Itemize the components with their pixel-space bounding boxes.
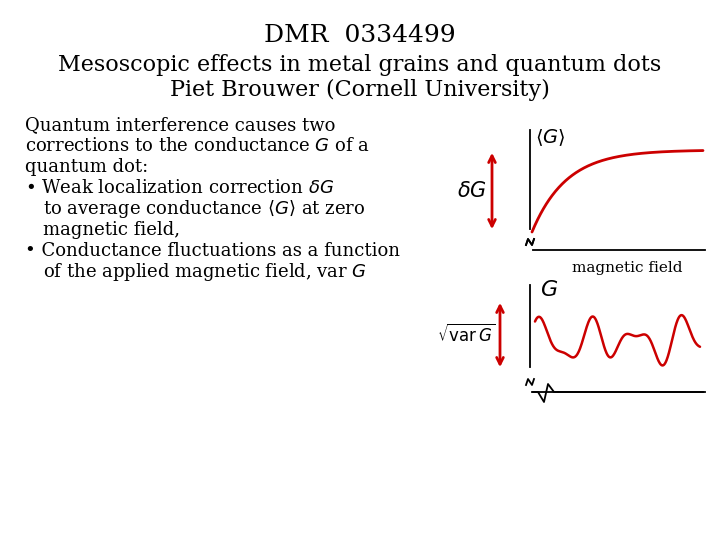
Text: to average conductance $\langle G \rangle$ at zero: to average conductance $\langle G \rangl… — [43, 198, 365, 220]
Text: magnetic field: magnetic field — [572, 261, 683, 275]
Text: corrections to the conductance $G$ of a: corrections to the conductance $G$ of a — [25, 137, 370, 155]
Text: $\langle G \rangle$: $\langle G \rangle$ — [535, 127, 566, 149]
Text: $G$: $G$ — [540, 279, 558, 301]
Text: of the applied magnetic field, var $G$: of the applied magnetic field, var $G$ — [43, 261, 367, 283]
Text: $\delta G$: $\delta G$ — [457, 181, 487, 201]
Text: $\sqrt{\mathrm{var}\,G}$: $\sqrt{\mathrm{var}\,G}$ — [437, 324, 495, 346]
Text: quantum dot:: quantum dot: — [25, 158, 148, 176]
Text: Mesoscopic effects in metal grains and quantum dots: Mesoscopic effects in metal grains and q… — [58, 54, 662, 76]
Text: magnetic field,: magnetic field, — [43, 221, 180, 239]
Text: • Weak localization correction $\delta G$: • Weak localization correction $\delta G… — [25, 179, 334, 197]
Text: DMR  0334499: DMR 0334499 — [264, 24, 456, 46]
Text: Piet Brouwer (Cornell University): Piet Brouwer (Cornell University) — [170, 79, 550, 101]
Text: • Conductance fluctuations as a function: • Conductance fluctuations as a function — [25, 242, 400, 260]
Text: Quantum interference causes two: Quantum interference causes two — [25, 116, 336, 134]
